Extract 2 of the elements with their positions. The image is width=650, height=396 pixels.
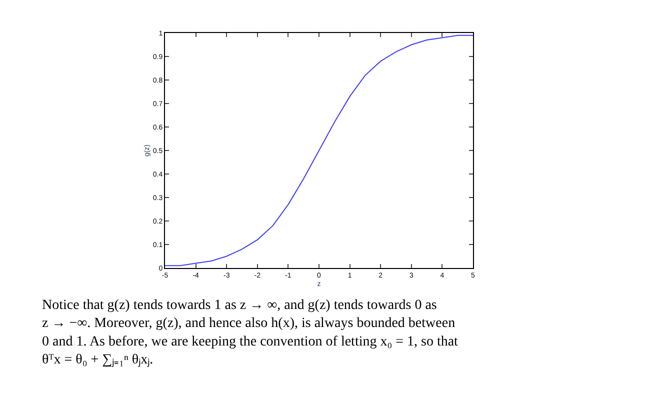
line-series (165, 34, 473, 266)
text: Notice that g(z) tends towards 1 as z → ∞, and g(z) tends towards 0 as z → −∞. Moreover, g(z), and hence also h(x), is always bounded between 0 and 1. As before, we are keeping the convention of letting x₀ = 1, so that θᵀx = θ₀ + ∑ⱼ₌₁ⁿ θⱼxⱼ. (42, 298, 458, 368)
